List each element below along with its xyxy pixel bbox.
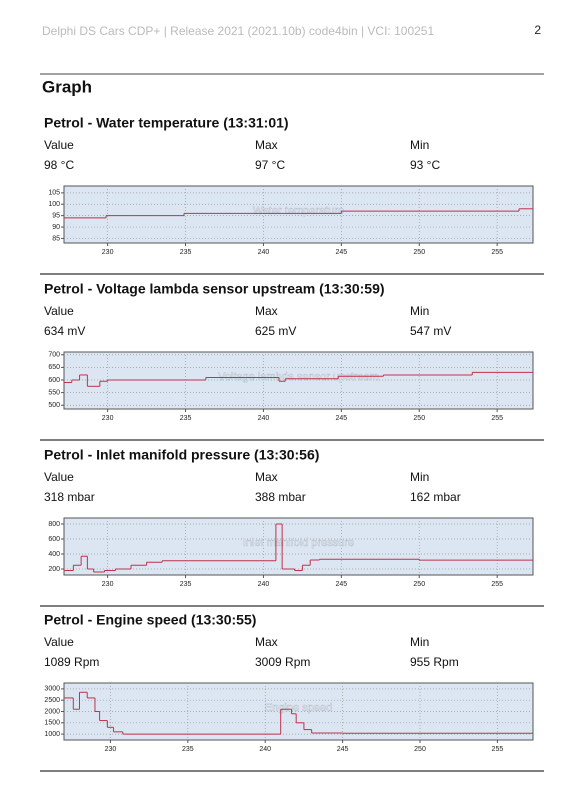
stat-value: 1089 Rpm (44, 655, 99, 669)
stat-value: 3009 Rpm (255, 655, 310, 669)
section-title: Petrol - Engine speed (13:30:55) (44, 612, 256, 628)
x-tick-label: 230 (102, 415, 114, 422)
heading: Graph (42, 77, 92, 96)
x-tick-label: 230 (102, 581, 114, 588)
x-tick-label: 240 (259, 746, 271, 753)
x-tick-label: 235 (180, 581, 192, 588)
x-tick-label: 235 (182, 746, 194, 753)
stat-value: 634 mV (44, 324, 85, 338)
y-tick-label: 90 (52, 224, 60, 231)
y-tick-label: 2000 (44, 708, 60, 715)
stat-value: 318 mbar (44, 490, 95, 504)
y-tick-label: 2500 (44, 697, 60, 704)
x-tick-label: 250 (413, 581, 425, 588)
x-tick-label: 245 (337, 746, 349, 753)
x-tick-label: 255 (491, 249, 503, 256)
y-tick-label: 500 (48, 402, 60, 409)
x-tick-label: 255 (491, 581, 503, 588)
y-tick-label: 200 (48, 566, 60, 573)
stat-label: Value (44, 138, 74, 152)
stat-value: 388 mbar (255, 490, 306, 504)
x-tick-label: 245 (336, 415, 348, 422)
x-tick-label: 230 (102, 249, 114, 256)
plot-area (63, 351, 534, 410)
x-tick-label: 240 (258, 581, 270, 588)
plot-label: Voltage lambda sensor upstream (218, 371, 379, 383)
stat-value: 547 mV (410, 324, 451, 338)
plot-label: Engine speed (265, 702, 332, 714)
stat-value: 93 °C (410, 158, 440, 172)
x-tick-label: 240 (258, 249, 270, 256)
plot-label: Water temperature (253, 205, 344, 217)
section-title: Petrol - Water temperature (13:31:01) (44, 115, 289, 131)
stat-value: 162 mbar (410, 490, 461, 504)
y-tick-label: 1500 (44, 720, 60, 727)
y-tick-label: 600 (48, 377, 60, 384)
section-title: Petrol - Inlet manifold pressure (13:30:… (44, 447, 319, 463)
stat-value: 97 °C (255, 158, 285, 172)
x-tick-label: 235 (180, 249, 192, 256)
y-tick-label: 95 (52, 212, 60, 219)
x-tick-label: 230 (105, 746, 117, 753)
stat-label: Min (410, 304, 429, 318)
stat-label: Max (255, 304, 278, 318)
stat-label: Value (44, 304, 74, 318)
y-tick-label: 700 (48, 352, 60, 359)
x-tick-label: 245 (336, 249, 348, 256)
x-tick-label: 250 (414, 746, 426, 753)
stat-label: Min (410, 470, 429, 484)
y-tick-label: 650 (48, 364, 60, 371)
stat-label: Value (44, 635, 74, 649)
x-tick-label: 255 (492, 746, 504, 753)
stat-value: 98 °C (44, 158, 74, 172)
y-tick-label: 3000 (44, 686, 60, 693)
y-tick-label: 105 (48, 190, 60, 197)
stat-label: Min (410, 138, 429, 152)
header: Delphi DS Cars CDP+ | Release 2021 (2021… (42, 24, 434, 38)
stat-label: Max (255, 138, 278, 152)
x-tick-label: 255 (491, 415, 503, 422)
stat-label: Value (44, 470, 74, 484)
stat-label: Max (255, 470, 278, 484)
page-number: 2 (534, 23, 541, 37)
plot-area (63, 185, 534, 244)
stat-value: 955 Rpm (410, 655, 459, 669)
stat-label: Min (410, 635, 429, 649)
x-tick-label: 250 (413, 415, 425, 422)
y-tick-label: 1000 (44, 731, 60, 738)
y-tick-label: 85 (52, 235, 60, 242)
y-tick-label: 400 (48, 551, 60, 558)
stat-value: 625 mV (255, 324, 296, 338)
x-tick-label: 250 (413, 249, 425, 256)
section-title: Petrol - Voltage lambda sensor upstream … (44, 281, 385, 297)
y-tick-label: 100 (48, 201, 60, 208)
y-tick-label: 800 (48, 521, 60, 528)
stat-label: Max (255, 635, 278, 649)
x-tick-label: 245 (336, 581, 348, 588)
plot-label: Inlet manifold pressure (243, 537, 354, 549)
x-tick-label: 240 (258, 415, 270, 422)
x-tick-label: 235 (180, 415, 192, 422)
y-tick-label: 600 (48, 536, 60, 543)
y-tick-label: 550 (48, 389, 60, 396)
